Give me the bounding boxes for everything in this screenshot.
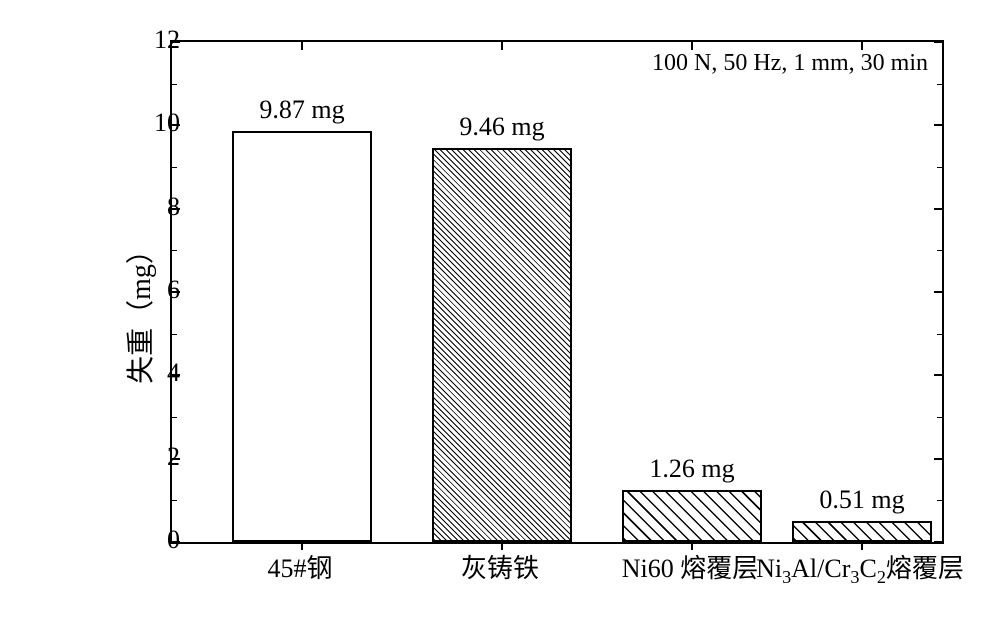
plot-area: 100 N, 50 Hz, 1 mm, 30 min 9.87 mg 9.46 m…	[170, 40, 944, 544]
y-tick-mark	[934, 458, 942, 460]
y-tick-label: 6	[140, 275, 180, 305]
bar	[622, 490, 762, 543]
y-tick-label: 12	[140, 25, 180, 55]
y-minor-tick	[937, 500, 942, 501]
bar	[432, 148, 572, 542]
bar	[792, 521, 932, 542]
bar	[232, 131, 372, 542]
bar-value-label: 9.87 mg	[259, 95, 344, 125]
x-tick-mark	[861, 42, 863, 50]
y-minor-tick	[937, 417, 942, 418]
x-category-label: 45#钢	[267, 548, 332, 585]
y-minor-tick	[937, 250, 942, 251]
y-minor-tick	[937, 84, 942, 85]
y-tick-mark	[934, 291, 942, 293]
y-minor-tick	[172, 334, 177, 335]
chart-container: 失重（mg） 100 N, 50 Hz, 1 mm, 30 min 9.87 m…	[60, 20, 960, 600]
x-tick-mark	[501, 42, 503, 50]
y-tick-label: 10	[140, 108, 180, 138]
y-minor-tick	[172, 250, 177, 251]
y-minor-tick	[937, 167, 942, 168]
y-tick-mark	[934, 374, 942, 376]
x-tick-mark	[691, 42, 693, 50]
y-minor-tick	[172, 167, 177, 168]
y-tick-label: 4	[140, 358, 180, 388]
y-tick-label: 2	[140, 442, 180, 472]
y-minor-tick	[172, 84, 177, 85]
bar-value-label: 1.26 mg	[649, 454, 734, 484]
y-minor-tick	[172, 500, 177, 501]
y-tick-mark	[934, 41, 942, 43]
x-category-label: 灰铸铁	[461, 548, 539, 585]
x-tick-mark	[301, 42, 303, 50]
y-tick-mark	[934, 124, 942, 126]
y-tick-mark	[934, 208, 942, 210]
y-minor-tick	[172, 417, 177, 418]
bar-value-label: 0.51 mg	[819, 485, 904, 515]
test-conditions-annotation: 100 N, 50 Hz, 1 mm, 30 min	[652, 50, 928, 77]
y-tick-label: 8	[140, 192, 180, 222]
x-category-label: Ni3Al/Cr3C2熔覆层	[756, 548, 964, 588]
y-tick-mark	[934, 541, 942, 543]
y-tick-label: 0	[140, 525, 180, 555]
bar-value-label: 9.46 mg	[459, 112, 544, 142]
y-minor-tick	[937, 334, 942, 335]
x-category-label: Ni60 熔覆层	[622, 548, 759, 585]
